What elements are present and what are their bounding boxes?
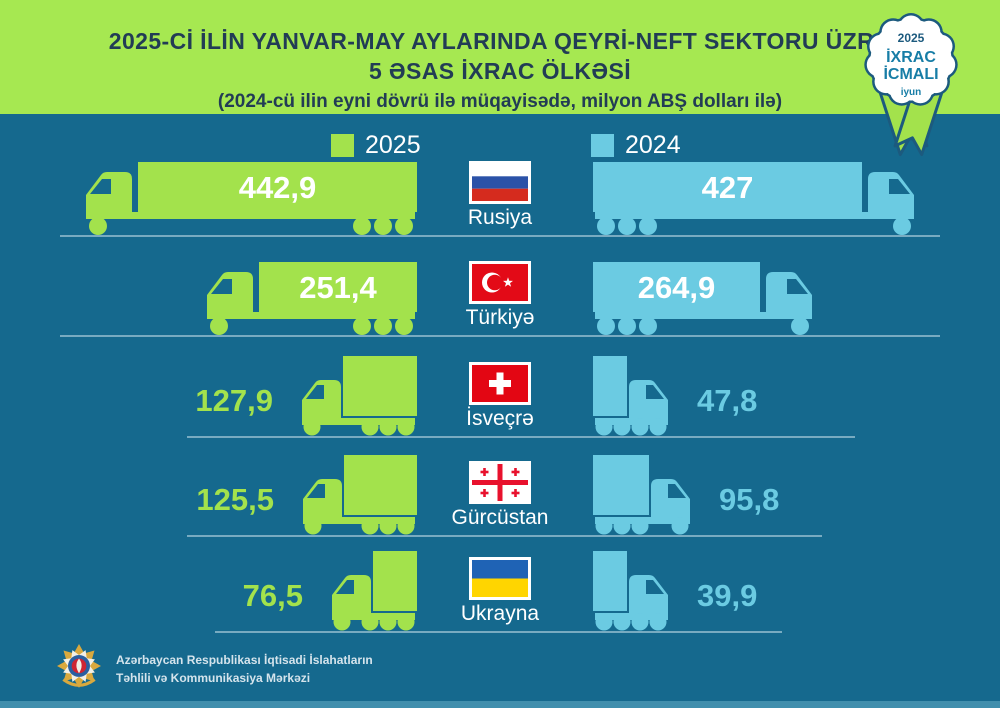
ground-line xyxy=(187,535,822,537)
footer-text: Azərbaycan Respublikası İqtisadi İslahat… xyxy=(116,652,373,687)
legend-item-2024: 2024 xyxy=(591,131,681,160)
value-2025: 125,5 xyxy=(196,482,274,517)
value-2024: 264,9 xyxy=(638,270,716,305)
truck-2025-icon xyxy=(332,551,417,631)
legend-item-2025: 2025 xyxy=(331,131,421,160)
country-turkey: Türkiyə xyxy=(450,261,550,330)
ground-line xyxy=(215,631,782,633)
value-2025: 442,9 xyxy=(239,170,317,205)
country-switzerland: İsveçrə xyxy=(450,362,550,431)
badge-line1: İXRAC xyxy=(886,48,936,66)
legend-label-2024: 2024 xyxy=(625,131,681,159)
badge-line2: İCMALI xyxy=(883,65,938,83)
footer-line2: Təhlili və Kommunikasiya Mərkəzi xyxy=(116,670,311,685)
country-label: Gürcüstan xyxy=(451,506,549,529)
page-subtitle: (2024-cü ilin eyni dövrü ilə müqayisədə,… xyxy=(217,91,783,112)
ground-line xyxy=(60,235,940,237)
flag-georgia-icon xyxy=(469,461,531,504)
legend-label-2025: 2025 xyxy=(365,131,421,159)
bar-2024-turkey: 264,9 xyxy=(593,259,818,335)
bar-2024-ukraine: 39,9 xyxy=(593,551,757,631)
value-2024: 47,8 xyxy=(697,383,758,418)
badge-rosette-icon: 2025 İXRAC İCMALI iyun xyxy=(864,13,958,157)
chart-row-turkey: 251,4 Türkiyə 264,9 xyxy=(0,247,1000,337)
country-russia: Rusiya xyxy=(450,161,550,230)
truck-2024-icon: 264,9 xyxy=(593,262,812,335)
bar-2024-switzerland: 47,8 xyxy=(593,356,757,436)
country-label: Rusiya xyxy=(467,206,533,229)
value-2024: 95,8 xyxy=(719,482,780,517)
bar-2025-turkey: 251,4 xyxy=(201,259,417,335)
truck-2024-icon xyxy=(593,551,668,631)
truck-2024-icon xyxy=(593,356,668,436)
legend-swatch-2025 xyxy=(331,134,354,157)
page-title-line1: 2025-Cİ İLİN YANVAR-MAY AYLARINDA QEYRİ-… xyxy=(108,28,892,54)
truck-2025-icon xyxy=(302,356,417,436)
truck-2024-icon: 427 xyxy=(593,162,914,235)
bar-2025-russia: 442,9 xyxy=(80,159,417,235)
azerbaijan-emblem-icon xyxy=(56,644,102,695)
value-2025: 251,4 xyxy=(299,270,377,305)
bar-2024-russia: 427 xyxy=(593,159,920,235)
truck-2024-icon xyxy=(593,455,690,535)
bar-2025-switzerland: 127,9 xyxy=(195,356,417,436)
badge-year: 2025 xyxy=(898,31,925,45)
bar-2024-georgia: 95,8 xyxy=(593,455,779,535)
truck-2025-icon xyxy=(303,455,417,535)
chart-row-georgia: 125,5 Gürcüstan xyxy=(0,447,1000,537)
chart-row-ukraine: 76,5 Ukrayna xyxy=(0,543,1000,633)
footer: Azərbaycan Respublikası İqtisadi İslahat… xyxy=(56,644,373,695)
footer-line1: Azərbaycan Respublikası İqtisadi İslahat… xyxy=(116,653,373,668)
country-label: İsveçrə xyxy=(466,407,534,430)
bottom-strip xyxy=(0,701,1000,708)
truck-2025-icon: 442,9 xyxy=(86,162,417,235)
header: 2025-Cİ İLİN YANVAR-MAY AYLARINDA QEYRİ-… xyxy=(0,0,1000,114)
chart-row-switzerland: 127,9 İsveçrə xyxy=(0,348,1000,438)
value-2024: 39,9 xyxy=(697,578,758,613)
page-title-line2: 5 ƏSAS İXRAC ÖLKƏSİ xyxy=(368,58,632,84)
country-georgia: Gürcüstan xyxy=(450,461,550,530)
ixrac-icmali-badge: 2025 İXRAC İCMALI iyun xyxy=(850,4,972,164)
country-label: Ukrayna xyxy=(460,602,540,625)
flag-turkey-icon xyxy=(469,261,531,304)
flag-ukraine-icon xyxy=(469,557,531,600)
ground-line xyxy=(60,335,940,337)
value-2025: 127,9 xyxy=(195,383,273,418)
badge-month: iyun xyxy=(901,87,922,98)
ground-line xyxy=(187,436,855,438)
chart-row-russia: 442,9 Rusiya 427 xyxy=(0,147,1000,237)
value-2024: 427 xyxy=(702,170,754,205)
legend-swatch-2024 xyxy=(591,134,614,157)
truck-2025-icon: 251,4 xyxy=(207,262,417,335)
bar-2025-georgia: 125,5 xyxy=(196,455,417,535)
flag-russia-icon xyxy=(469,161,531,204)
country-label: Türkiyə xyxy=(465,306,535,329)
country-ukraine: Ukrayna xyxy=(450,557,550,626)
bar-2025-ukraine: 76,5 xyxy=(243,551,417,631)
value-2025: 76,5 xyxy=(242,578,303,613)
azerbaijan-emblem-icon xyxy=(57,644,101,688)
flag-switzerland-icon xyxy=(469,362,531,405)
